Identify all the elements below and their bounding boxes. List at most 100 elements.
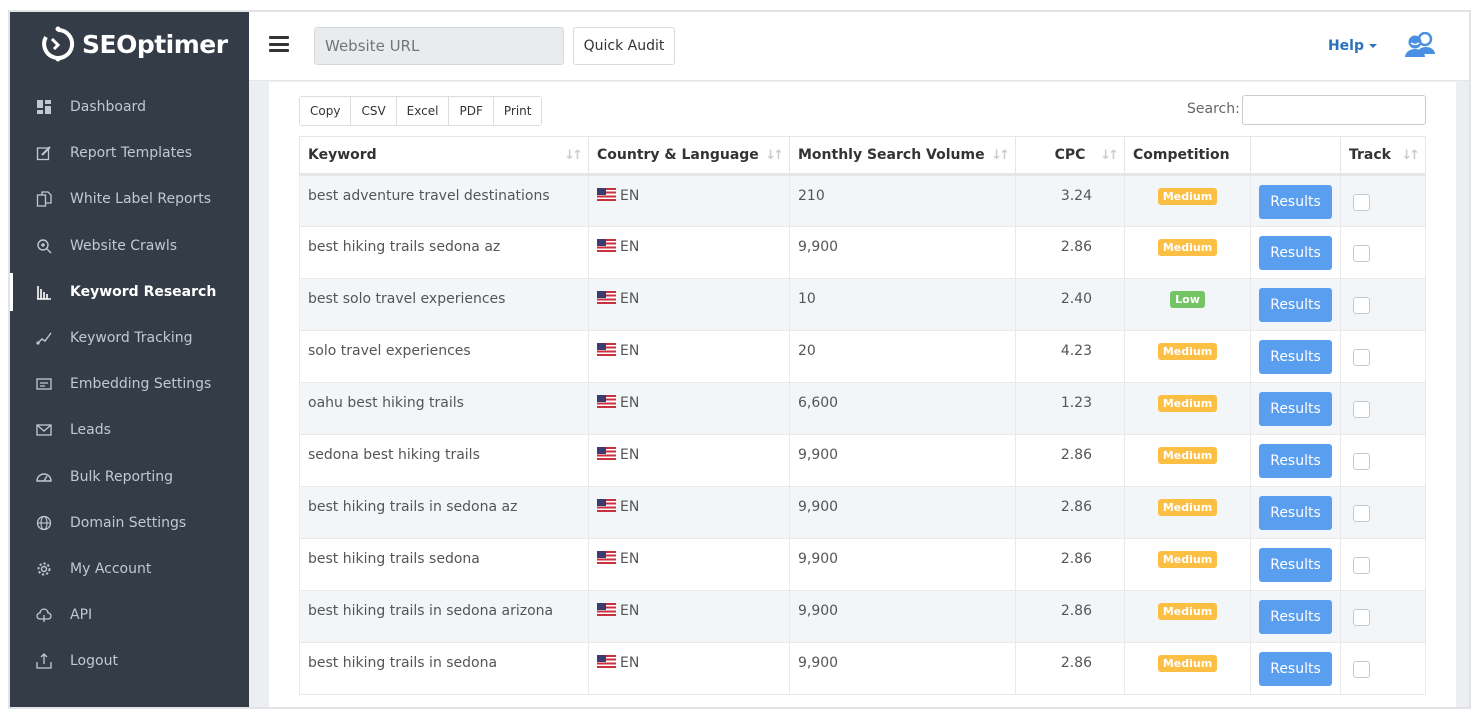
us-flag-icon (597, 343, 616, 356)
export-copy-button[interactable]: Copy (300, 97, 352, 125)
help-menu[interactable]: Help (1328, 38, 1377, 54)
language-code: EN (620, 343, 640, 359)
country-language-cell: EN (588, 642, 790, 695)
track-checkbox[interactable] (1353, 297, 1370, 314)
us-flag-icon (597, 239, 616, 252)
results-button[interactable]: Results (1259, 236, 1332, 270)
table-row: best hiking trails in sedona arizona EN … (299, 590, 1426, 643)
export-pdf-button[interactable]: PDF (449, 97, 494, 125)
column-header-monthly-search-volume[interactable]: Monthly Search Volume ↓↑ (789, 136, 1016, 176)
cloud-icon (36, 607, 52, 623)
keyword-cell: best solo travel experiences (299, 278, 589, 331)
export-csv-button[interactable]: CSV (351, 97, 397, 125)
results-button[interactable]: Results (1259, 340, 1332, 374)
track-checkbox[interactable] (1353, 505, 1370, 522)
results-button[interactable]: Results (1259, 548, 1332, 582)
export-excel-button[interactable]: Excel (396, 97, 450, 125)
track-cell (1340, 330, 1426, 383)
results-cell: Results (1250, 174, 1341, 227)
track-cell (1340, 538, 1426, 591)
sidebar-item-label: Keyword Research (70, 283, 217, 300)
cpc-cell: 2.86 (1015, 486, 1125, 539)
keyword-cell: best hiking trails in sedona (299, 642, 589, 695)
results-button[interactable]: Results (1259, 288, 1332, 322)
results-button[interactable]: Results (1259, 185, 1332, 219)
track-checkbox[interactable] (1353, 245, 1370, 262)
results-button[interactable]: Results (1259, 652, 1332, 686)
sidebar-item-my-account[interactable]: My Account (10, 546, 249, 592)
us-flag-icon (597, 499, 616, 512)
cpc-cell: 2.86 (1015, 642, 1125, 695)
globe-icon (36, 515, 52, 531)
column-header-track[interactable]: Track ↓↑ (1340, 136, 1426, 176)
track-cell (1340, 226, 1426, 279)
competition-cell: Medium (1124, 642, 1251, 695)
quick-audit-button[interactable]: Quick Audit (573, 27, 675, 65)
sort-icon: ↓↑ (1100, 148, 1119, 163)
track-checkbox[interactable] (1353, 453, 1370, 470)
results-button[interactable]: Results (1259, 444, 1332, 478)
sidebar-item-label: Domain Settings (70, 514, 187, 531)
sidebar-item-bulk-reporting[interactable]: Bulk Reporting (10, 454, 249, 500)
results-button[interactable]: Results (1259, 496, 1332, 530)
sort-icon: ↓↑ (765, 148, 784, 163)
menu-toggle-icon[interactable] (269, 36, 289, 52)
track-cell (1340, 174, 1426, 227)
website-url-input[interactable] (314, 27, 564, 65)
sidebar-item-domain-settings[interactable]: Domain Settings (10, 500, 249, 546)
us-flag-icon (597, 655, 616, 668)
column-header-country-language[interactable]: Country & Language ↓↑ (588, 136, 790, 176)
sidebar-item-website-crawls[interactable]: Website Crawls (10, 223, 249, 269)
track-cell (1340, 590, 1426, 643)
language-code: EN (620, 239, 640, 255)
dashboard-icon (36, 99, 52, 115)
column-header-label: Country & Language (597, 147, 759, 163)
sidebar-item-api[interactable]: API (10, 592, 249, 638)
country-language-cell: EN (588, 434, 790, 487)
logout-icon (36, 653, 52, 669)
logo[interactable]: SEOptimer (40, 26, 228, 62)
table-search-input[interactable] (1242, 95, 1426, 125)
table-row: best hiking trails sedona az EN 9,900 2.… (299, 226, 1426, 279)
language-code: EN (620, 655, 640, 671)
search-plus-icon (36, 238, 52, 254)
track-checkbox[interactable] (1353, 194, 1370, 211)
sidebar-item-label: Dashboard (70, 99, 146, 116)
keyword-cell: oahu best hiking trails (299, 382, 589, 435)
results-cell: Results (1250, 590, 1341, 643)
column-header-cpc[interactable]: CPC ↓↑ (1015, 136, 1125, 176)
sidebar-item-white-label-reports[interactable]: White Label Reports (10, 176, 249, 222)
search-volume-cell: 9,900 (789, 590, 1016, 643)
track-checkbox[interactable] (1353, 661, 1370, 678)
results-cell: Results (1250, 538, 1341, 591)
column-header-keyword[interactable]: Keyword ↓↑ (299, 136, 589, 176)
track-checkbox[interactable] (1353, 557, 1370, 574)
top-header: Quick Audit Help (249, 12, 1469, 81)
brand-name: SEOptimer (82, 29, 228, 59)
track-cell (1340, 434, 1426, 487)
results-cell: Results (1250, 278, 1341, 331)
cpc-cell: 2.86 (1015, 538, 1125, 591)
competition-badge: Medium (1157, 239, 1218, 256)
sidebar-item-leads[interactable]: Leads (10, 407, 249, 453)
sidebar-item-logout[interactable]: Logout (10, 638, 249, 684)
competition-cell: Medium (1124, 538, 1251, 591)
user-account-icon[interactable] (1404, 31, 1436, 62)
sidebar-item-report-templates[interactable]: Report Templates (10, 130, 249, 176)
search-label: Search: (1187, 101, 1240, 117)
results-button[interactable]: Results (1259, 600, 1332, 634)
results-button[interactable]: Results (1259, 392, 1332, 426)
sidebar-item-dashboard[interactable]: Dashboard (10, 84, 249, 130)
competition-cell: Medium (1124, 590, 1251, 643)
track-checkbox[interactable] (1353, 401, 1370, 418)
track-checkbox[interactable] (1353, 609, 1370, 626)
keyword-cell: best hiking trails in sedona arizona (299, 590, 589, 643)
sidebar-item-embedding-settings[interactable]: Embedding Settings (10, 361, 249, 407)
track-checkbox[interactable] (1353, 349, 1370, 366)
sidebar-item-keyword-research[interactable]: Keyword Research (10, 269, 249, 315)
competition-badge: Medium (1157, 603, 1218, 620)
export-print-button[interactable]: Print (493, 97, 542, 125)
sidebar-item-keyword-tracking[interactable]: Keyword Tracking (10, 315, 249, 361)
line-chart-icon (36, 330, 52, 346)
competition-badge: Medium (1157, 551, 1218, 568)
